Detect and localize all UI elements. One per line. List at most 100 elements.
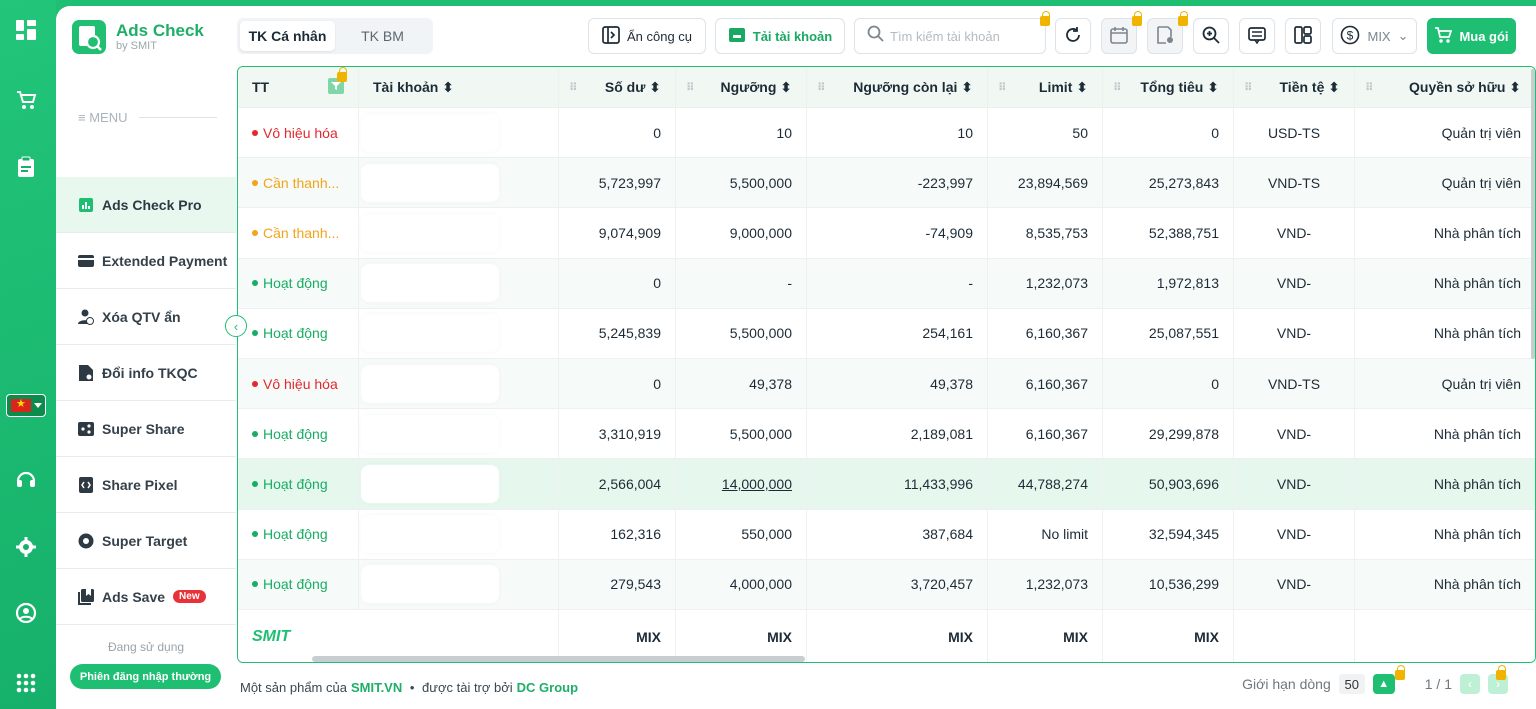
buy-package-button[interactable]: Mua gói — [1427, 18, 1516, 54]
table-row[interactable]: Hoạt động 5,245,839 5,500,000 254,161 6,160,… — [238, 308, 1535, 359]
balance-cell: 162,316 — [559, 509, 676, 559]
hide-tools-button[interactable]: Ẩn công cụ — [588, 18, 706, 54]
chevron-up-icon[interactable]: ▲ — [1372, 674, 1395, 694]
drag-handle-icon[interactable]: ⠿ — [569, 81, 578, 94]
svg-text:$: $ — [1347, 28, 1354, 42]
apps-grid-icon[interactable] — [13, 670, 39, 696]
currency-cell: VND- — [1234, 409, 1355, 459]
dashboard-icon[interactable] — [13, 17, 39, 43]
table-row[interactable]: Cần thanh... 5,723,997 5,500,000 -223,997 23… — [238, 158, 1535, 209]
drag-handle-icon[interactable]: ⠿ — [1365, 81, 1374, 94]
zoom-in-icon — [1202, 26, 1220, 47]
zoom-button[interactable] — [1193, 18, 1229, 54]
limit-cell: 6,160,367 — [988, 358, 1103, 409]
vertical-scrollbar[interactable] — [1531, 69, 1535, 359]
account-name-redacted — [361, 113, 499, 152]
status-dot — [252, 280, 258, 287]
sidebar-item-super-share[interactable]: Super Share — [56, 401, 236, 457]
gear-icon[interactable] — [13, 534, 39, 560]
lock-icon — [1132, 11, 1142, 26]
drag-handle-icon[interactable]: ⠿ — [686, 81, 695, 94]
sidebar-item-ads-check-pro[interactable]: Ads Check Pro — [56, 177, 236, 233]
user-circle-icon[interactable] — [13, 600, 39, 626]
headset-icon[interactable] — [13, 466, 39, 492]
table-row[interactable]: Hoạt động 162,316 550,000 387,684 No limit 32… — [238, 509, 1535, 560]
account-cell — [359, 509, 559, 559]
chevron-down-icon: ⌄ — [1397, 28, 1409, 43]
dc-group-link[interactable]: DC Group — [516, 680, 579, 695]
row-limit-value[interactable]: 50 — [1338, 674, 1365, 694]
col-currency[interactable]: ⠿ Tiền tệ ⬍ — [1234, 67, 1355, 107]
table-row[interactable]: Cần thanh... 9,074,909 9,000,000 -74,909 8,5… — [238, 208, 1535, 259]
drag-handle-icon[interactable]: ⠿ — [1244, 81, 1253, 94]
sidebar-item-xoa-qtv[interactable]: Xóa QTV ẩn — [56, 289, 236, 345]
table-row[interactable]: Hoạt động 3,310,919 5,500,000 2,189,081 6,16… — [238, 409, 1535, 460]
col-ownership[interactable]: ⠿ Quyền sở hữu ⬍ — [1365, 78, 1521, 96]
table-footer: SMIT MIX MIX MIX MIX MIX — [238, 609, 1535, 662]
refresh-button[interactable] — [1055, 18, 1091, 54]
file-settings-icon — [1156, 25, 1174, 47]
drag-handle-icon[interactable]: ⠿ — [817, 81, 826, 94]
sidebar-item-share-pixel[interactable]: Share Pixel — [56, 457, 236, 513]
sidebar-item-extended-payment[interactable]: Extended Payment — [56, 233, 236, 289]
col-balance[interactable]: ⠿ Số dư ⬍ — [559, 67, 676, 107]
account-cell — [359, 258, 559, 308]
threshold-cell[interactable]: 14,000,000 — [676, 459, 807, 509]
cart-icon[interactable] — [13, 87, 39, 113]
table-row[interactable]: Hoạt động 279,543 4,000,000 3,720,457 1,232,… — [238, 559, 1535, 610]
search-input[interactable] — [890, 28, 1040, 44]
sidebar-item-ads-save[interactable]: Ads Save New — [56, 569, 236, 625]
smit-link[interactable]: SMIT.VN — [350, 680, 403, 695]
collapse-sidebar-button[interactable]: ‹ — [225, 315, 247, 337]
horizontal-scrollbar[interactable] — [312, 656, 805, 662]
currency-select[interactable]: $ MIX ⌄ — [1332, 18, 1417, 54]
threshold-cell: 5,500,000 — [676, 158, 807, 208]
tab-tk-bm[interactable]: TK BM — [361, 28, 404, 44]
footer-balance: MIX — [559, 609, 676, 662]
col-spent[interactable]: ⠿ Tổng tiêu ⬍ — [1103, 67, 1234, 107]
status-dot — [252, 179, 258, 186]
table-row[interactable]: Vô hiệu hóa 0 10 10 50 0 USD-TS Quản trị viên — [238, 108, 1535, 159]
load-accounts-button[interactable]: Tải tài khoản — [715, 18, 845, 54]
using-label: Đang sử dụng — [107, 640, 185, 654]
dollar-icon: $ — [1340, 25, 1360, 48]
layout-button[interactable] — [1285, 18, 1321, 54]
currency-cell: VND- — [1234, 559, 1355, 609]
spent-cell: 25,087,551 — [1103, 308, 1234, 358]
table-row[interactable]: Hoạt động 0- -1,232,073 1,972,813 VND- Nhà ph… — [238, 258, 1535, 309]
card-icon — [78, 253, 94, 269]
status-dot — [252, 229, 258, 236]
sidebar-item-super-target[interactable]: Super Target — [56, 513, 236, 569]
language-flag-selector[interactable] — [6, 394, 46, 417]
calendar-button[interactable] — [1101, 18, 1137, 54]
status-text: Hoạt động — [263, 526, 328, 543]
clipboard-icon[interactable] — [13, 154, 39, 180]
balance-cell: 3,310,919 — [559, 409, 676, 459]
load-accounts-label: Tải tài khoản — [752, 28, 833, 44]
status-cell: Cần thanh... — [238, 208, 359, 258]
status-text: Vô hiệu hóa — [263, 124, 338, 141]
status-dot — [252, 330, 258, 337]
notes-button[interactable] — [1239, 18, 1275, 54]
report-button[interactable] — [1147, 18, 1183, 54]
col-remaining[interactable]: ⠿ Ngưỡng còn lại ⬍ — [807, 67, 988, 107]
col-threshold[interactable]: ⠿ Ngưỡng ⬍ — [676, 67, 807, 107]
hide-tools-label: Ẩn công cụ — [626, 28, 693, 44]
drag-handle-icon[interactable]: ⠿ — [1113, 81, 1122, 94]
balance-cell: 0 — [559, 358, 676, 409]
table-row[interactable]: Hoạt động 2,566,004 14,000,000 11,433,996 44… — [238, 459, 1535, 510]
status-badge: Hoạt động — [252, 476, 328, 492]
currency-cell: VND- — [1234, 258, 1355, 308]
calendar-icon — [1110, 26, 1128, 47]
prev-page-button[interactable]: ‹ — [1460, 674, 1480, 694]
table-row[interactable]: Vô hiệu hóa 0 49,378 49,378 6,160,367 0 VND-TS… — [238, 358, 1535, 410]
drag-handle-icon[interactable]: ⠿ — [998, 81, 1007, 94]
sidebar-item-doi-info[interactable]: Đổi info TKQC — [56, 345, 236, 401]
session-button[interactable]: Phiên đăng nhập thường — [70, 664, 221, 689]
currency-value: MIX — [1367, 28, 1391, 44]
status-badge: Vô hiệu hóa — [252, 376, 338, 392]
col-account[interactable]: Tài khoản ⬍ — [359, 67, 559, 107]
chevron-left-icon: ‹ — [233, 318, 239, 334]
col-limit[interactable]: ⠿ Limit ⬍ — [988, 67, 1103, 107]
tab-tk-ca-nhan[interactable]: TK Cá nhân — [240, 21, 335, 51]
